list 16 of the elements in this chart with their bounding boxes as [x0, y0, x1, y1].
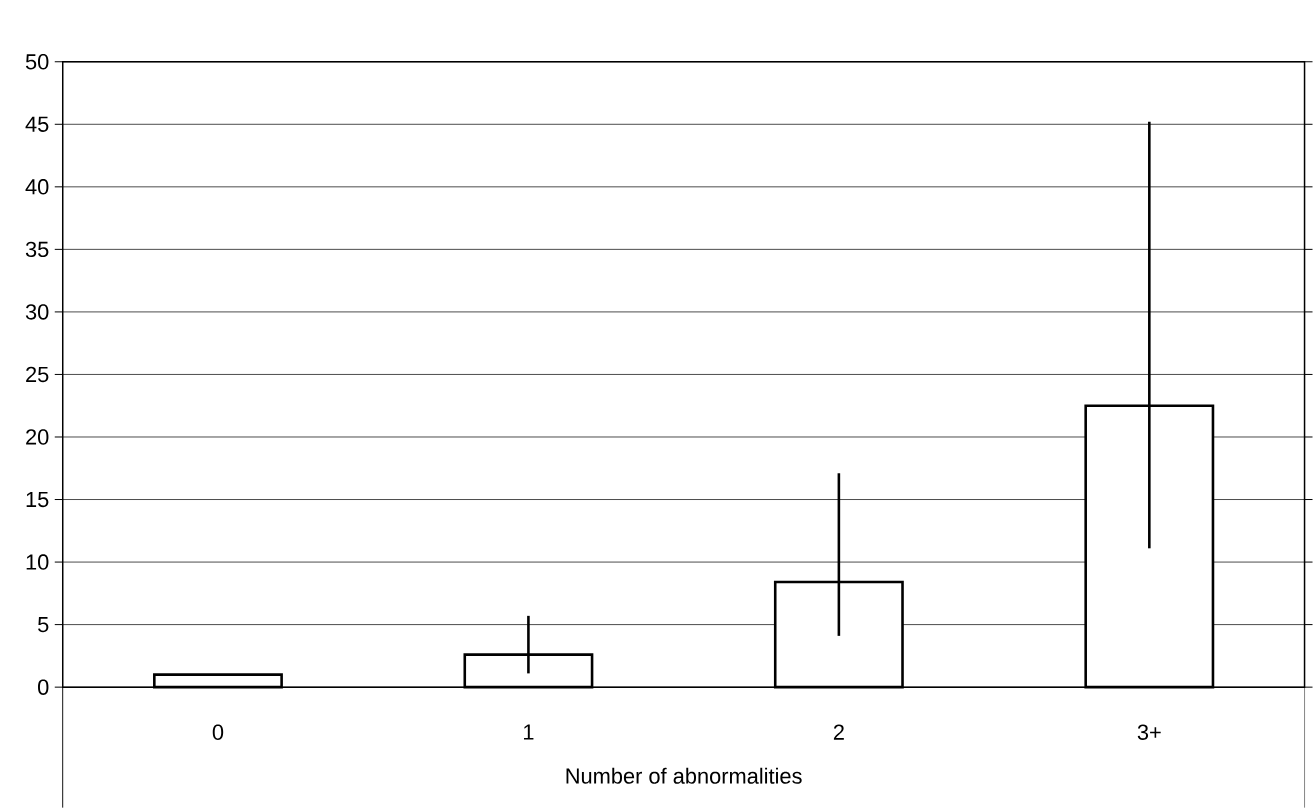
y-tick-label: 5 [38, 616, 49, 633]
y-tick-label: 10 [26, 554, 49, 570]
x-axis-title: Number of abnormalities [566, 767, 802, 784]
y-tick-label: 45 [25, 116, 49, 132]
x-tick-label: 1 [524, 724, 534, 740]
x-tick-label: 3+ [1137, 724, 1161, 740]
y-tick-label: 30 [25, 304, 49, 320]
y-tick-label: 50 [25, 53, 49, 70]
y-tick-label: 15 [26, 491, 49, 508]
y-tick-label: 0 [38, 679, 49, 695]
y-tick-label: 40 [25, 179, 49, 195]
y-tick-label: 25 [26, 366, 49, 383]
x-tick-label: 0 [212, 724, 224, 740]
x-tick-label: 2 [833, 724, 844, 740]
y-tick-label: 35 [25, 241, 49, 258]
y-tick-label: 20 [26, 429, 49, 445]
